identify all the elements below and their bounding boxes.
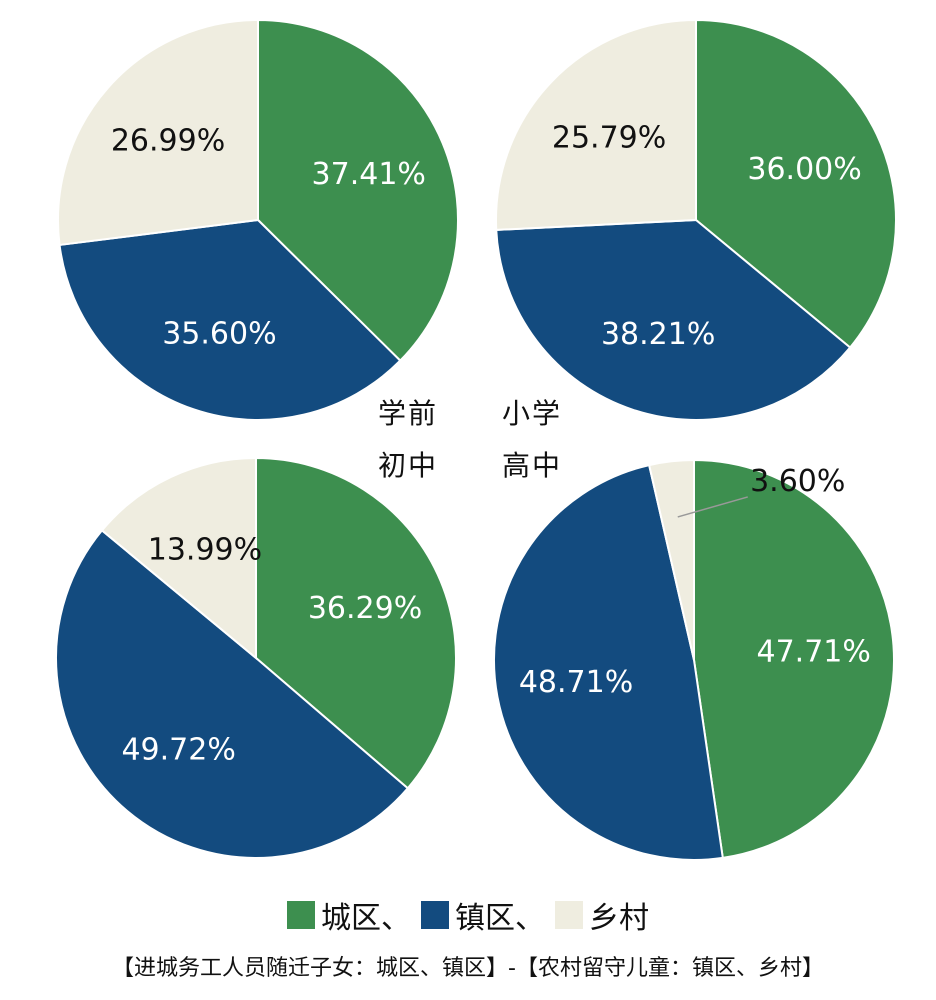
pie-slice-junior-high-urban [255,456,457,790]
pie-charts: 37.41% 35.60% 26.99% 36.00% 38.21% 25.79% 36.2… [54,18,897,861]
chart-title-preschool: 学前 [378,397,439,430]
footnote: 【进城务工人员随迁子女：城区、镇区】-【农村留守儿童：镇区、乡村】 [112,956,824,981]
legend-item-town: 镇区、 [421,893,545,937]
pie-label-senior-high-rural: 3.60% [750,464,845,499]
chart-title-primary: 小学 [502,397,563,430]
pie-label-senior-high-urban: 47.71% [756,634,870,669]
pie-slice-primary-rural [495,18,697,231]
pie-label-preschool-town: 35.60% [162,317,276,352]
legend-label-rural: 乡村 [589,901,649,936]
pie-slice-senior-high-urban [693,458,895,860]
legend-label-urban: 城区、 [321,901,411,936]
pie-slice-junior-high-town [54,529,410,860]
pie-slice-senior-high-town [493,463,724,861]
pie-label-junior-high-rural: 13.99% [148,532,262,567]
pie-label-junior-high-urban: 36.29% [308,591,422,626]
pie-label-primary-town: 38.21% [601,317,715,352]
pie-label-primary-urban: 36.00% [747,152,861,187]
legend-label-town: 镇区、 [455,901,545,936]
chart-title-senior-high: 高中 [502,449,563,482]
pie-slice-junior-high-rural [100,456,257,661]
legend-item-rural: 乡村 [555,893,649,937]
pie-slice-preschool-town [58,218,402,421]
pie-slice-primary-urban [695,18,897,349]
pie-label-preschool-rural: 26.99% [111,124,225,159]
pie-label-junior-high-town: 49.72% [121,733,235,768]
pie-slice-primary-town [495,218,852,422]
legend-item-urban: 城区、 [287,893,411,937]
pie-label-preschool-urban: 37.41% [312,157,426,192]
pie-slice-senior-high-rural [647,458,695,661]
legend-swatch-rural [555,901,583,929]
legend-swatch-urban [287,901,315,929]
pie-label-primary-rural: 25.79% [552,120,666,155]
pie-label-senior-high-town: 48.71% [519,665,633,700]
legend: 城区、 镇区、 乡村 [0,893,936,937]
leader-line-senior-high-rural [677,496,748,518]
chart-title-junior-high: 初中 [378,449,439,482]
pie-slice-preschool-rural [57,18,259,247]
pie-slice-preschool-urban [257,18,459,363]
legend-swatch-town [421,901,449,929]
